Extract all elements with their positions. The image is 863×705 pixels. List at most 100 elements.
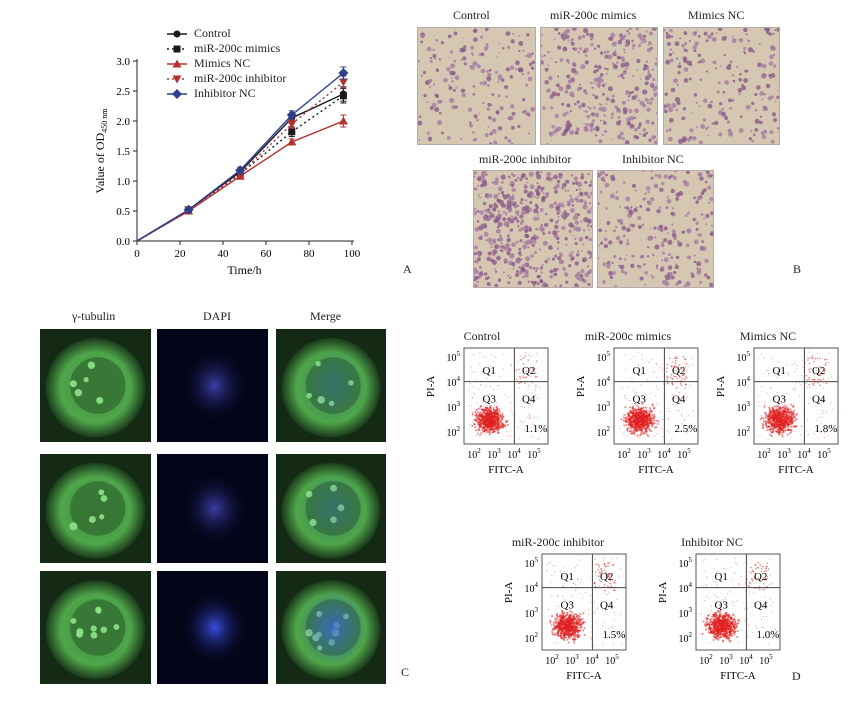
transwell-image-mimics-nc xyxy=(663,27,780,145)
apoptosis-percent: 2.5% xyxy=(674,423,697,435)
gamma-tubulin-image-row3 xyxy=(40,571,151,684)
y-axis-label: PI-A xyxy=(657,582,669,603)
dapi-image-row1 xyxy=(157,329,268,442)
y-tick-label: 105 xyxy=(525,556,539,570)
x-tick-label: 20 xyxy=(175,248,187,260)
quadrant-label: Q2 xyxy=(812,365,825,377)
x-tick-label: 105 xyxy=(527,447,541,461)
apoptosis-percent: 1.5% xyxy=(602,629,625,641)
header-merge: Merge xyxy=(310,309,341,324)
transwell-image-inhibitor xyxy=(473,170,593,288)
flow-title-1: miR-200c mimics xyxy=(558,329,698,344)
legend-entry: Mimics NC xyxy=(166,56,286,71)
flow-title-4: Inhibitor NC xyxy=(642,535,782,550)
y-tick-label: 102 xyxy=(447,425,461,439)
y-tick-label: 105 xyxy=(679,556,693,570)
legend-entry: Control xyxy=(166,26,286,41)
x-tick-label: 80 xyxy=(304,248,316,260)
transwell-label-inhibitor-nc: Inhibitor NC xyxy=(622,152,684,167)
y-tick-label: 103 xyxy=(525,606,539,620)
quadrant-label: Q3 xyxy=(772,394,786,406)
legend-label: Inhibitor NC xyxy=(194,86,256,101)
micrograph-texture xyxy=(664,28,779,144)
y-axis-label: PI-A xyxy=(503,582,515,603)
micrograph-texture xyxy=(598,171,713,287)
series-0 xyxy=(137,87,347,241)
quadrant-label: Q4 xyxy=(522,394,536,406)
x-axis-label: Time/h xyxy=(227,263,261,277)
transwell-label-mimics-nc: Mimics NC xyxy=(688,8,744,23)
flow-title-3: miR-200c inhibitor xyxy=(488,535,628,550)
y-axis-label: PI-A xyxy=(715,376,727,397)
data-point xyxy=(174,30,181,37)
micrograph-texture xyxy=(541,28,657,144)
transwell-image-control xyxy=(417,27,536,145)
y-tick-label: 102 xyxy=(737,425,751,439)
y-tick-label: 3.0 xyxy=(116,56,130,68)
x-tick-label: 100 xyxy=(344,248,361,260)
y-tick-label: 105 xyxy=(737,350,751,364)
x-tick-label: 104 xyxy=(507,447,521,461)
micrograph-texture xyxy=(474,171,592,287)
x-tick-label: 103 xyxy=(719,653,733,667)
legend-swatch xyxy=(166,28,188,40)
header-dapi: DAPI xyxy=(203,309,231,324)
x-tick-label: 102 xyxy=(617,447,631,461)
flow-title-0: Control xyxy=(412,329,552,344)
x-tick-label: 105 xyxy=(759,653,773,667)
data-point xyxy=(340,92,347,99)
legend-label: miR-200c mimics xyxy=(194,41,280,56)
y-tick-label: 102 xyxy=(679,631,693,645)
y-tick-label: 0.5 xyxy=(116,206,130,218)
y-axis-label: Value of OD450 nm xyxy=(93,108,109,194)
panel-letter-c: C xyxy=(401,665,409,680)
series-1 xyxy=(137,89,347,241)
transwell-image-inhibitor-nc xyxy=(597,170,714,288)
x-tick-label: 102 xyxy=(467,447,481,461)
x-tick-label: 103 xyxy=(487,447,501,461)
x-tick-label: 104 xyxy=(585,653,599,667)
y-tick-label: 103 xyxy=(447,400,461,414)
x-tick-label: 103 xyxy=(777,447,791,461)
series-line xyxy=(137,82,343,241)
y-tick-label: 104 xyxy=(597,375,611,389)
x-tick-label: 60 xyxy=(261,248,273,260)
quadrant-label: Q2 xyxy=(672,365,685,377)
x-tick-label: 105 xyxy=(677,447,691,461)
y-tick-label: 104 xyxy=(447,375,461,389)
x-tick-label: 104 xyxy=(797,447,811,461)
x-tick-label: 104 xyxy=(739,653,753,667)
transwell-label-control: Control xyxy=(453,8,490,23)
y-tick-label: 103 xyxy=(597,400,611,414)
data-point xyxy=(174,45,181,52)
y-tick-label: 102 xyxy=(525,631,539,645)
legend-swatch xyxy=(166,73,188,85)
x-axis-label: FITC-A xyxy=(488,464,524,476)
quadrant-label: Q1 xyxy=(714,571,727,583)
quadrant-label: Q2 xyxy=(754,571,767,583)
legend-swatch xyxy=(166,43,188,55)
y-tick-label: 105 xyxy=(447,350,461,364)
legend-label: Control xyxy=(194,26,231,41)
y-tick-label: 103 xyxy=(737,400,751,414)
quadrant-label: Q1 xyxy=(632,365,645,377)
y-tick-label: 103 xyxy=(679,606,693,620)
x-tick-label: 103 xyxy=(637,447,651,461)
x-tick-label: 105 xyxy=(817,447,831,461)
y-tick-label: 1.5 xyxy=(116,146,130,158)
merge-image-row3 xyxy=(276,571,386,684)
quadrant-label: Q4 xyxy=(600,600,614,612)
y-axis-label: PI-A xyxy=(425,376,437,397)
x-tick-label: 102 xyxy=(545,653,559,667)
x-tick-label: 102 xyxy=(699,653,713,667)
y-tick-label: 1.0 xyxy=(116,176,130,188)
quadrant-label: Q4 xyxy=(812,394,826,406)
y-tick-label: 102 xyxy=(597,425,611,439)
y-tick-label: 105 xyxy=(597,350,611,364)
y-tick-label: 104 xyxy=(737,375,751,389)
